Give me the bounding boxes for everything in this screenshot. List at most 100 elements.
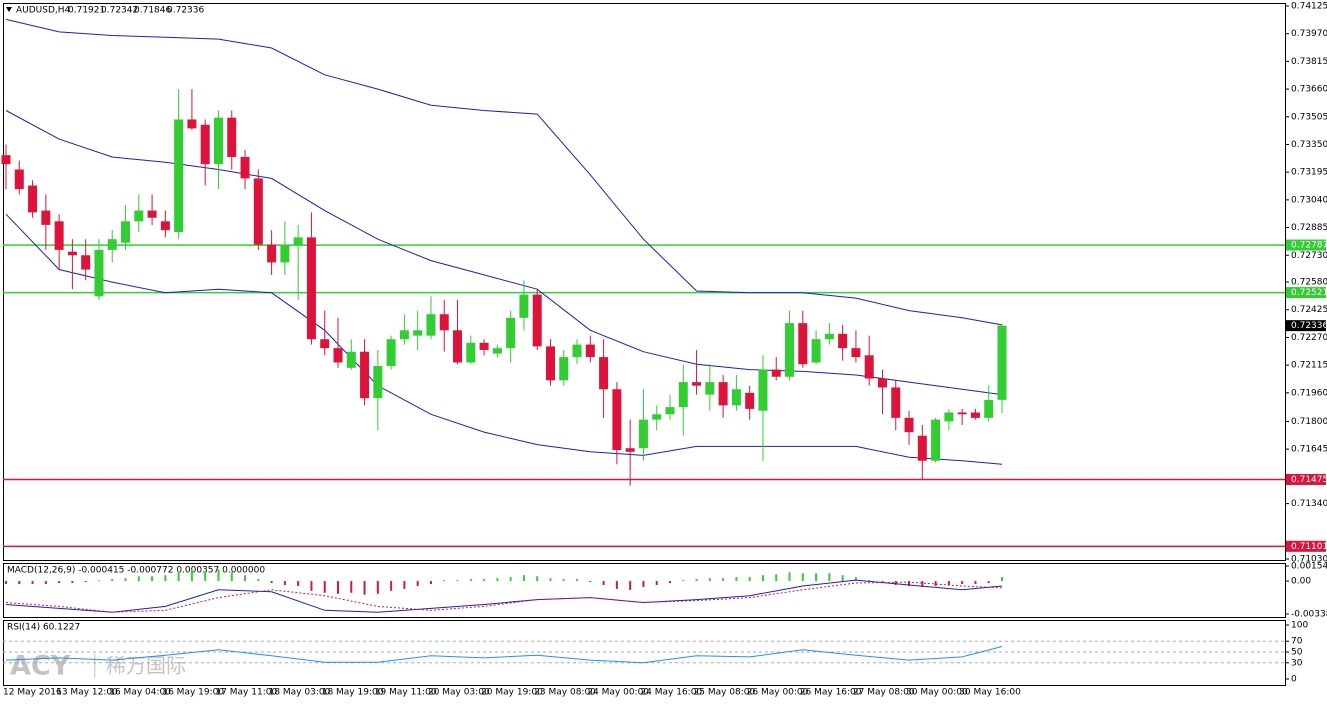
candle-body <box>877 378 887 388</box>
level-label: 0.71475 <box>1291 475 1327 485</box>
plot-layer <box>1 18 1285 664</box>
candle-body <box>360 351 370 399</box>
candle-body <box>187 119 197 129</box>
candle-body <box>107 239 117 250</box>
candle-body <box>678 382 688 408</box>
level-label-box <box>1286 473 1326 485</box>
candle-body <box>320 339 330 349</box>
candle-body <box>134 210 144 222</box>
candle-body <box>559 357 569 381</box>
candle-body <box>240 156 250 179</box>
y-tick-label: 0.73040 <box>1291 195 1327 205</box>
y-tick-label: 0.72730 <box>1291 251 1327 261</box>
candle-body <box>931 419 941 461</box>
candle-body <box>665 407 675 415</box>
x-tick-label: 16 May 04:00 <box>109 688 171 698</box>
y-tick-label: 0.73195 <box>1291 168 1327 178</box>
x-tick-label: 13 May 12:00 <box>56 688 118 698</box>
y-tick-label: 30 <box>1291 658 1303 668</box>
x-tick-label: 19 May 11:00 <box>375 688 437 698</box>
candle-body <box>253 178 263 245</box>
candle-body <box>718 382 728 406</box>
level-label-box <box>1286 540 1326 552</box>
candle-body <box>267 244 277 263</box>
y-tick-label: 0.74125 <box>1291 2 1327 12</box>
x-tick-label: 24 May 16:00 <box>640 688 702 698</box>
candle-body <box>386 339 396 367</box>
y-tick-label: 0.72425 <box>1291 305 1327 315</box>
macd-panel <box>3 563 1286 618</box>
candle-body <box>851 348 861 358</box>
candle-body <box>864 355 874 379</box>
x-tick-label: 18 May 03:00 <box>269 688 331 698</box>
header-open: 0.71921 <box>68 6 105 16</box>
y-tick-label: 0.00 <box>1291 577 1311 587</box>
candle-body <box>652 414 662 420</box>
symbol-title: AUDUSD,H4 <box>16 6 71 16</box>
macd-title: MACD(12,26,9) -0.000415 -0.000772 0.0003… <box>7 566 265 576</box>
candle-body <box>121 221 131 243</box>
header-low: 0.71846 <box>134 6 171 16</box>
candle-body <box>227 117 237 157</box>
symbol-marker <box>6 7 12 12</box>
y-tick-label: 0.71340 <box>1291 499 1327 509</box>
y-tick-label: 0.72270 <box>1291 333 1327 343</box>
candle-body <box>970 412 980 418</box>
candle-body <box>944 412 954 422</box>
candle-body <box>984 399 994 418</box>
x-tick-label: 20 May 19:00 <box>481 688 543 698</box>
candle-body <box>638 419 648 449</box>
candle-body <box>506 317 516 349</box>
candle-body <box>293 237 303 245</box>
candle-body <box>838 333 848 349</box>
candle-body <box>439 314 449 331</box>
candle-body <box>492 348 502 354</box>
candle-body <box>785 323 795 377</box>
indicator-line <box>5 213 1003 465</box>
candle-body <box>997 325 1007 400</box>
candle-body <box>532 294 542 347</box>
candle-body <box>917 435 927 461</box>
candle-body <box>306 237 316 340</box>
x-tick-label: 23 May 08:00 <box>534 688 596 698</box>
candle-body <box>891 387 901 418</box>
candle-body <box>771 369 781 377</box>
candle-body <box>41 210 51 225</box>
y-tick-label: 50 <box>1291 648 1303 658</box>
indicator-line <box>5 18 1003 326</box>
candle-body <box>1 155 11 165</box>
candle-body <box>200 124 210 165</box>
y-tick-label: 70 <box>1291 637 1303 647</box>
x-tick-label: 30 May 16:00 <box>959 688 1021 698</box>
y-tick-label: 0.71645 <box>1291 445 1327 455</box>
current-price-box <box>1286 320 1326 332</box>
candle-body <box>824 333 834 340</box>
candle-body <box>612 389 622 451</box>
candle-body <box>399 330 409 340</box>
candle-body <box>466 342 476 363</box>
x-tick-label: 27 May 08:00 <box>853 688 915 698</box>
candle-body <box>81 255 91 270</box>
candle-body <box>599 357 609 390</box>
candle-body <box>572 344 582 358</box>
x-tick-label: 17 May 11:00 <box>215 688 277 698</box>
candle-body <box>14 169 24 190</box>
candle-body <box>174 119 184 233</box>
candle-body <box>453 330 463 363</box>
header-high: 0.72342 <box>101 6 138 16</box>
y-tick-label: 0.72115 <box>1291 361 1327 371</box>
candle-body <box>904 417 914 433</box>
x-tick-label: 25 May 08:00 <box>694 688 756 698</box>
candle-body <box>479 342 489 350</box>
level-label: 0.72521 <box>1291 288 1327 298</box>
candle-body <box>28 185 38 213</box>
rsi-title: RSI(14) 60.1227 <box>7 623 80 633</box>
candle-body <box>957 412 967 415</box>
x-tick-label: 12 May 2016 <box>3 688 62 698</box>
candle-body <box>745 392 755 409</box>
watermark: ACY 稀万国际 <box>10 651 186 682</box>
y-tick-label: 0.73350 <box>1291 140 1327 150</box>
candle-body <box>346 351 356 368</box>
